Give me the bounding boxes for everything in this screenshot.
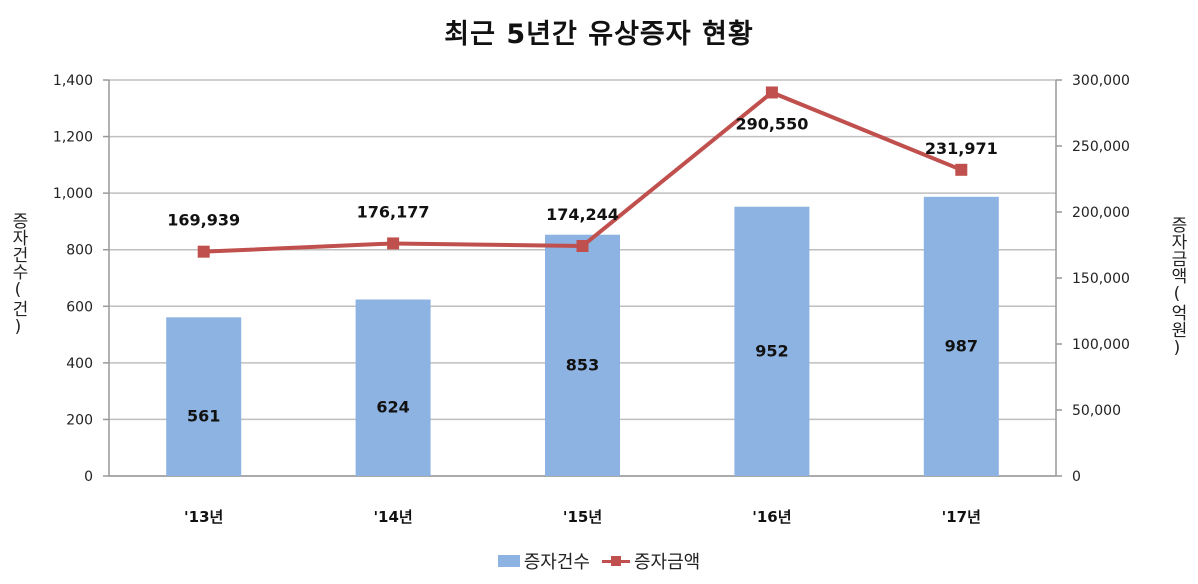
right-axis-title: 증자금액(억원) bbox=[1167, 216, 1187, 358]
line-marker bbox=[576, 239, 589, 252]
line-marker bbox=[955, 163, 968, 176]
chart-title: 최근 5년간 유상증자 현황 bbox=[444, 19, 754, 50]
right-tick-label: 250,000 bbox=[1072, 139, 1130, 155]
bar bbox=[734, 206, 810, 476]
bar-value-label: 853 bbox=[566, 355, 599, 374]
left-tick-label: 800 bbox=[66, 243, 93, 259]
left-tick-label: 0 bbox=[84, 469, 93, 485]
bar-swatch-icon bbox=[497, 555, 520, 567]
category-label: '15년 bbox=[563, 508, 602, 526]
line-value-label: 169,939 bbox=[167, 211, 240, 230]
line-marker-swatch-icon bbox=[602, 554, 630, 568]
left-axis-title: 증자건수(건) bbox=[8, 212, 28, 337]
legend-bar-label: 증자건수 bbox=[523, 552, 590, 573]
bar-value-label: 624 bbox=[376, 398, 409, 417]
legend-item-line: 증자금액 bbox=[602, 548, 700, 574]
left-tick-label: 600 bbox=[66, 299, 93, 315]
line-value-label: 290,550 bbox=[735, 114, 808, 133]
bar-value-label: 561 bbox=[187, 407, 220, 426]
bar bbox=[923, 196, 999, 476]
right-tick-label: 50,000 bbox=[1072, 403, 1121, 419]
line-marker bbox=[387, 237, 400, 250]
left-tick-label: 1,000 bbox=[53, 186, 93, 202]
line-value-label: 176,177 bbox=[357, 202, 430, 221]
legend-item-bar: 증자건수 bbox=[497, 548, 590, 574]
bar bbox=[545, 234, 620, 476]
category-label: '14년 bbox=[373, 508, 412, 526]
left-tick-label: 200 bbox=[66, 412, 93, 428]
line-marker bbox=[197, 245, 210, 258]
right-tick-label: 0 bbox=[1072, 469, 1081, 485]
line-marker bbox=[765, 86, 778, 99]
right-tick-label: 150,000 bbox=[1072, 271, 1130, 287]
category-label: '13년 bbox=[184, 508, 223, 526]
left-tick-label: 400 bbox=[66, 356, 93, 372]
left-tick-label: 1,200 bbox=[53, 130, 93, 146]
category-label: '16년 bbox=[752, 508, 791, 526]
legend-line-label: 증자금액 bbox=[634, 552, 701, 573]
right-tick-label: 100,000 bbox=[1072, 337, 1130, 353]
bar bbox=[355, 299, 431, 476]
category-label: '17년 bbox=[942, 508, 981, 526]
legend: 증자건수 증자금액 bbox=[0, 548, 1198, 574]
line-value-label: 231,971 bbox=[925, 139, 998, 158]
bar-value-label: 987 bbox=[945, 336, 978, 355]
bar-value-label: 952 bbox=[755, 341, 788, 360]
right-tick-label: 200,000 bbox=[1072, 205, 1130, 221]
left-tick-label: 1,400 bbox=[53, 73, 93, 89]
line-value-label: 174,244 bbox=[546, 205, 619, 224]
amount-line bbox=[203, 90, 963, 254]
right-tick-label: 300,000 bbox=[1072, 73, 1130, 89]
bar bbox=[166, 317, 242, 476]
